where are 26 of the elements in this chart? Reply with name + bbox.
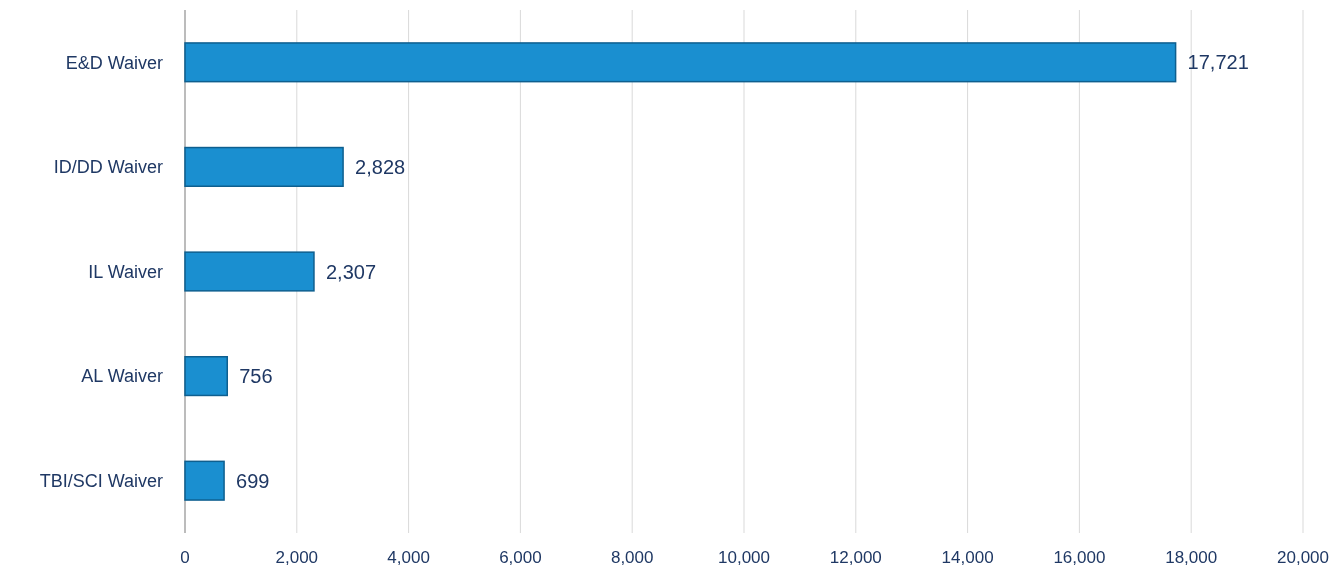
bar: [184, 146, 344, 187]
x-tick-label: 12,000: [829, 548, 882, 567]
x-tick-label: 20,000: [1277, 548, 1329, 567]
y-tick-label: IL Waiver: [88, 261, 163, 282]
bar: [184, 42, 1177, 83]
x-tick-label: 14,000: [941, 548, 994, 567]
bar: [184, 460, 225, 501]
x-tick-label: 16,000: [1053, 548, 1106, 567]
x-tick-label: 0: [180, 548, 190, 567]
x-tick-label: 4,000: [387, 548, 430, 567]
x-tick-label: 6,000: [499, 548, 542, 567]
bar: [184, 356, 229, 397]
data-label: 699: [236, 469, 270, 492]
bar: [184, 251, 315, 292]
data-label: 17,721: [1187, 51, 1249, 74]
y-tick-label: TBI/SCI Waiver: [39, 471, 163, 491]
y-tick-label: AL Waiver: [81, 366, 163, 387]
x-tick-label: 18,000: [1165, 548, 1218, 567]
x-tick-label: 10,000: [718, 548, 770, 567]
data-label: 2,828: [355, 155, 406, 178]
y-tick-label: E&D Waiver: [65, 52, 163, 73]
data-label: 2,307: [325, 260, 377, 283]
x-tick-label: 8,000: [610, 548, 654, 567]
data-label: 756: [239, 365, 273, 388]
x-tick-label: 2,000: [275, 548, 319, 567]
y-tick-label: ID/DD Waiver: [53, 157, 163, 178]
